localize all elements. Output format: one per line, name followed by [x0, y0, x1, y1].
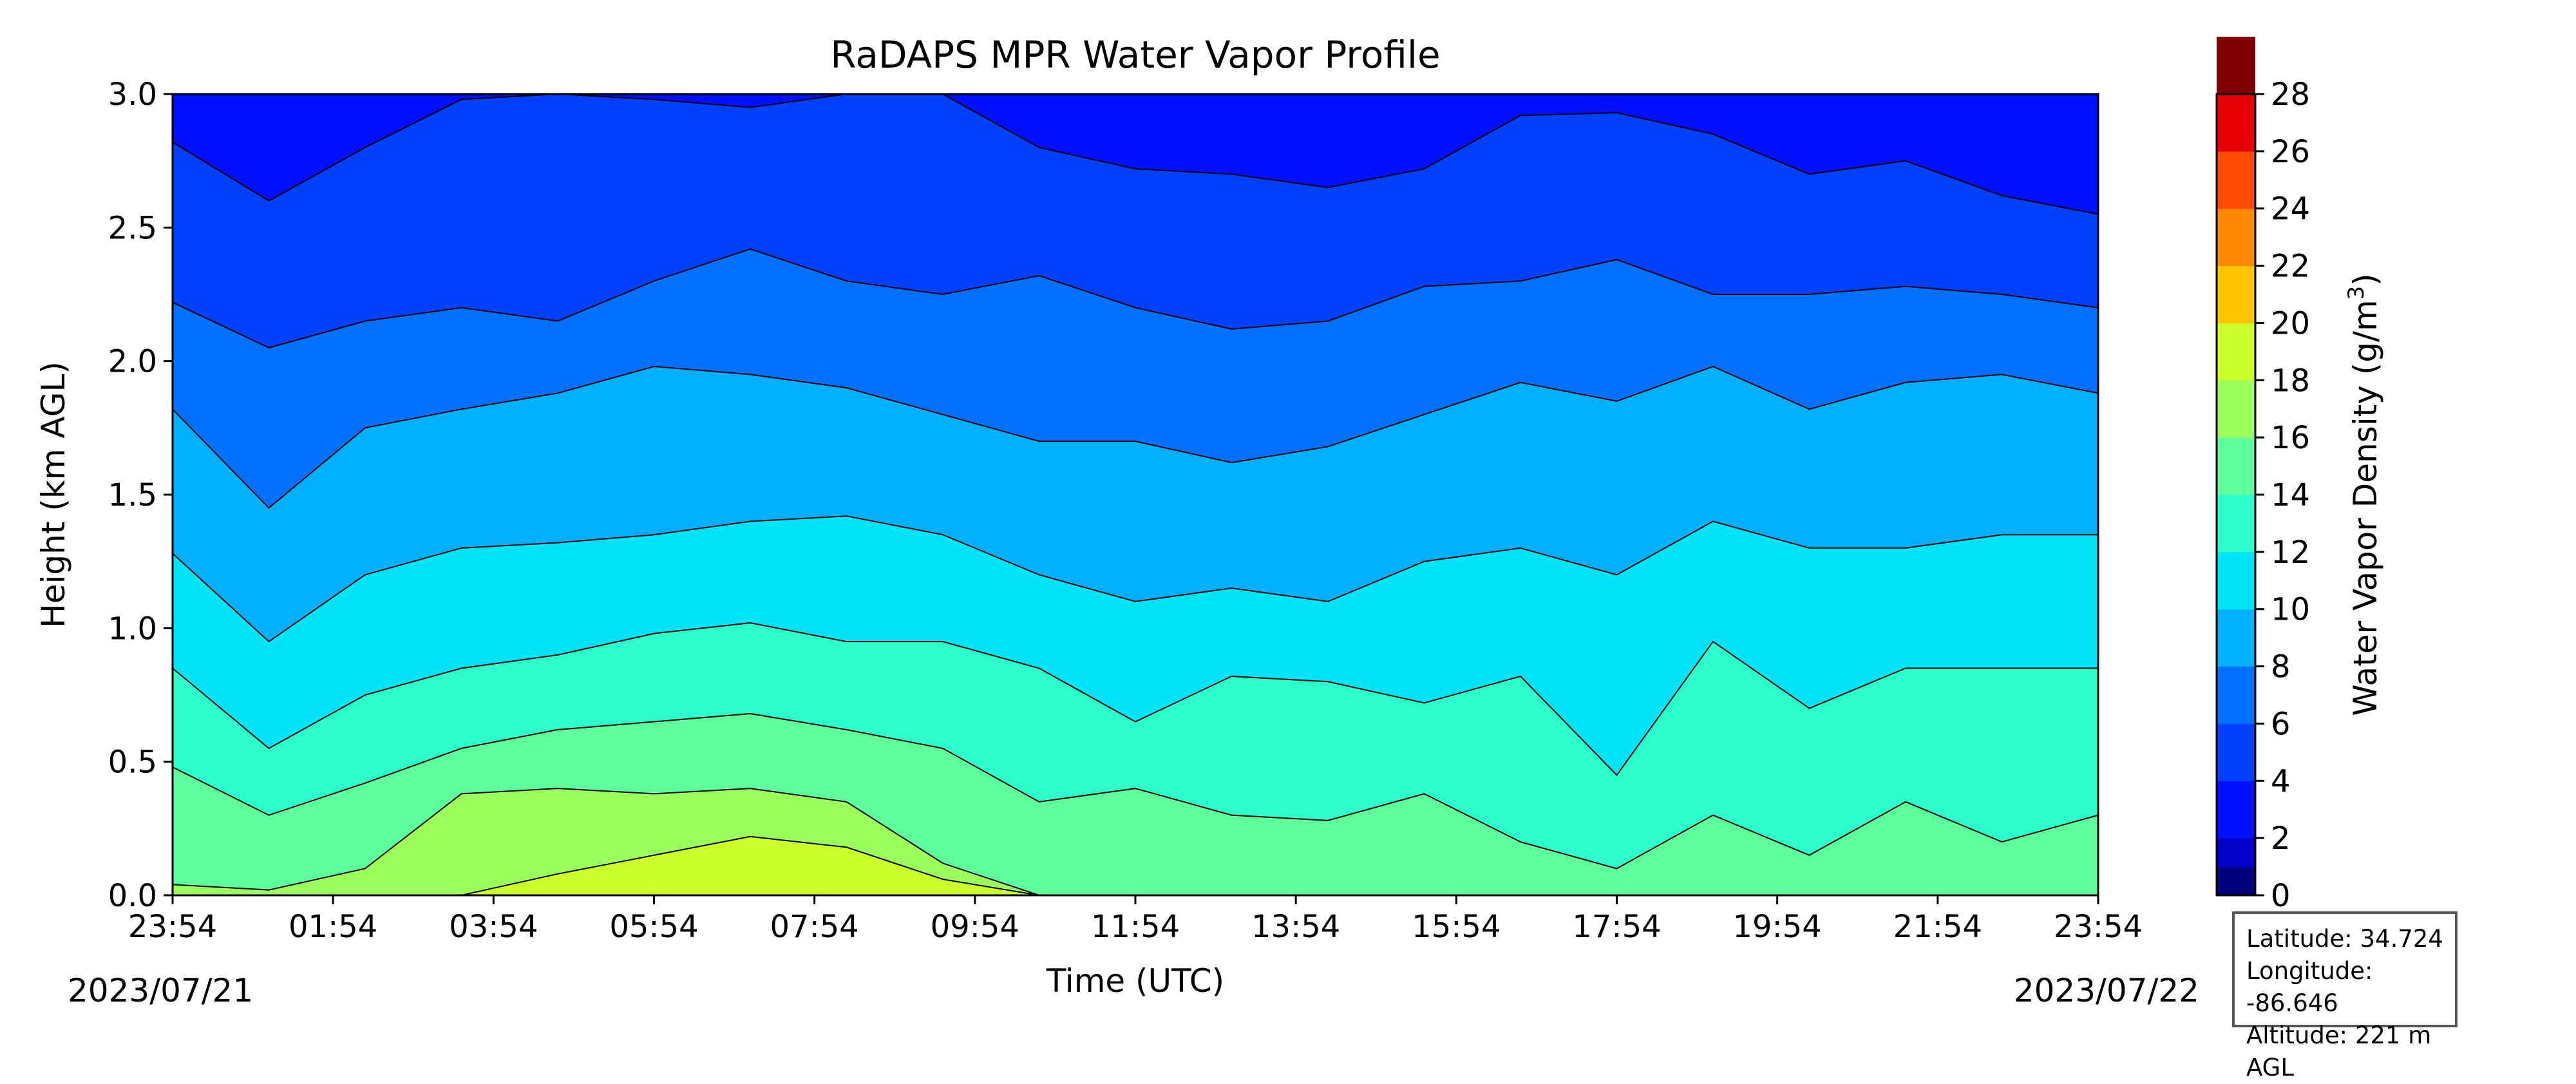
colorbar-swatch: [2217, 609, 2255, 667]
latitude-text: Latitude: 34.724: [2246, 925, 2443, 953]
start-date-label: 2023/07/21: [68, 972, 253, 1009]
x-tick-label: 21:54: [1893, 909, 1982, 945]
colorbar-tick-label: 0: [2271, 878, 2291, 914]
x-tick-label: 23:54: [2054, 909, 2143, 945]
y-axis-label: Height (km AGL): [35, 361, 72, 628]
chart-title: RaDAPS MPR Water Vapor Profile: [830, 33, 1440, 77]
colorbar-tick-label: 24: [2271, 191, 2310, 227]
end-date-label: 2023/07/22: [2014, 972, 2199, 1009]
location-info-box: Latitude: 34.724 Longitude: -86.646 Alti…: [2232, 911, 2458, 1081]
longitude-text: Longitude: -86.646: [2246, 957, 2373, 1017]
x-tick-label: 07:54: [770, 909, 859, 945]
colorbar-swatch: [2217, 265, 2255, 323]
x-tick-label: 17:54: [1572, 909, 1661, 945]
colorbar-tick-label: 2: [2271, 821, 2291, 857]
x-axis-label: Time (UTC): [1046, 962, 1224, 1000]
x-tick-label: 19:54: [1733, 909, 1822, 945]
colorbar-swatch: [2217, 37, 2255, 95]
colorbar-swatch: [2217, 723, 2255, 781]
colorbar-swatch: [2217, 495, 2255, 553]
x-tick-label: 05:54: [609, 909, 698, 945]
colorbar-tick-label: 26: [2271, 134, 2310, 170]
colorbar-swatch: [2217, 380, 2255, 438]
y-tick-label: 1.0: [108, 611, 157, 647]
colorbar-tick-label: 20: [2271, 305, 2310, 341]
colorbar-swatch: [2217, 866, 2255, 896]
colorbar-swatch: [2217, 323, 2255, 381]
x-tick-label: 23:54: [128, 909, 217, 945]
colorbar-swatch: [2217, 838, 2255, 868]
colorbar-tick-label: 8: [2271, 649, 2291, 685]
y-tick-label: 2.0: [108, 344, 157, 380]
x-tick-label: 01:54: [289, 909, 377, 945]
x-axis: 23:54 01:54 03:54 05:54 07:54 09:54 11:54 13:54…: [128, 895, 2143, 945]
x-tick-label: 15:54: [1412, 909, 1501, 945]
x-tick-label: 09:54: [931, 909, 1019, 945]
contour-fill-layer: [173, 94, 2098, 895]
water-vapor-chart: 0.0 0.5 1.0 1.5 2.0 2.5 3.0 23:54 01:54 03:54 05:…: [35, 33, 2384, 1009]
colorbar-swatch: [2217, 94, 2255, 152]
colorbar-tick-label: 28: [2271, 77, 2310, 113]
y-tick-label: 3.0: [108, 77, 157, 113]
colorbar-swatch: [2217, 208, 2255, 267]
colorbar-tick-label: 14: [2271, 477, 2310, 513]
colorbar-tick-label: 4: [2271, 763, 2291, 799]
altitude-text: Altitude: 221 m AGL: [2246, 1022, 2432, 1081]
x-tick-label: 03:54: [449, 909, 538, 945]
x-tick-label: 13:54: [1251, 909, 1340, 945]
colorbar-swatch: [2217, 781, 2255, 839]
y-tick-label: 0.5: [108, 745, 157, 781]
y-axis: 0.0 0.5 1.0 1.5 2.0 2.5 3.0: [108, 77, 173, 914]
colorbar-tick-label: 10: [2271, 592, 2310, 628]
colorbar-tick-label: 12: [2271, 535, 2310, 571]
colorbar-label: Water Vapor Density (g/m3): [2344, 273, 2384, 716]
colorbar-tick-label: 16: [2271, 420, 2310, 456]
x-tick-label: 11:54: [1091, 909, 1180, 945]
y-tick-label: 1.5: [108, 477, 157, 513]
y-tick-label: 0.0: [108, 878, 157, 914]
colorbar-tick-label: 22: [2271, 249, 2310, 285]
colorbar-tick-label: 6: [2271, 706, 2291, 742]
colorbar-swatch: [2217, 151, 2255, 209]
y-tick-label: 2.5: [108, 210, 157, 246]
colorbar-tick-label: 18: [2271, 363, 2310, 399]
colorbar-swatch: [2217, 666, 2255, 724]
colorbar-swatch: [2217, 437, 2255, 495]
contour-band-20: [173, 835, 2098, 895]
colorbar-swatch: [2217, 551, 2255, 610]
